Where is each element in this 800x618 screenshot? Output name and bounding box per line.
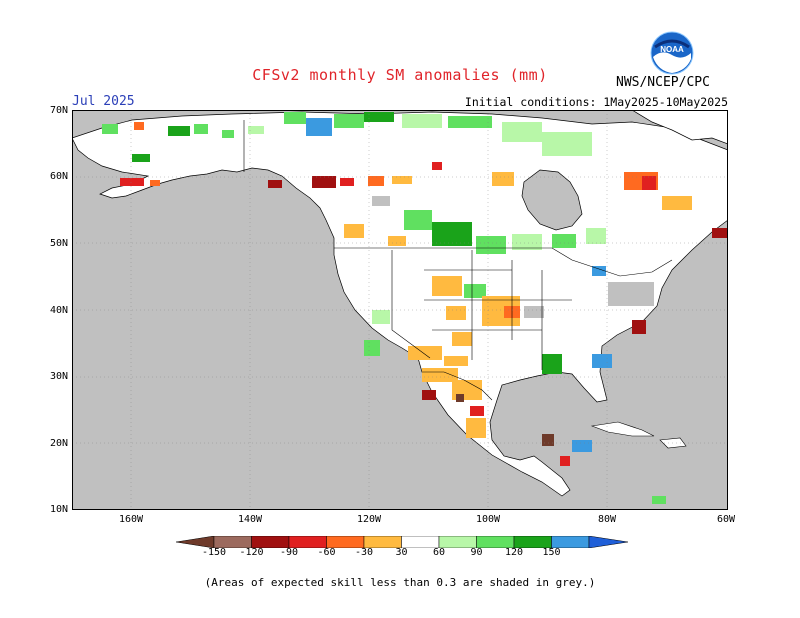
colorbar-label: 60	[432, 547, 446, 558]
lat-label: 30N	[49, 371, 68, 382]
lon-label: 60W	[716, 514, 736, 525]
colorbar-max-arrow	[588, 536, 628, 548]
lat-label: 60N	[49, 171, 68, 182]
colorbar-label: -30	[354, 547, 374, 558]
lon-label: 80W	[597, 514, 617, 525]
lon-label: 120W	[356, 514, 382, 525]
colorbar-label: -150	[201, 547, 227, 558]
organization-label: NWS/NCEP/CPC	[616, 75, 710, 90]
colorbar-label: -90	[279, 547, 299, 558]
colorbar	[176, 536, 628, 548]
forecast-month: Jul 2025	[72, 94, 135, 109]
anomaly-cells	[102, 112, 728, 508]
hudson-bay	[521, 169, 583, 231]
greenland	[631, 110, 728, 145]
chart-title: CFSv2 monthly SM anomalies (mm)	[252, 66, 548, 84]
lon-label: 100W	[475, 514, 501, 525]
lat-label: 50N	[49, 238, 68, 249]
map-frame	[72, 110, 728, 510]
lon-label: 140W	[237, 514, 263, 525]
colorbar-label: 120	[504, 547, 524, 558]
lat-label: 70N	[49, 105, 68, 116]
anomaly-map	[72, 110, 728, 510]
hispaniola	[659, 437, 687, 449]
colorbar-label: 150	[542, 547, 561, 558]
lat-label: 10N	[49, 504, 68, 515]
noaa-logo-icon: NOAA	[650, 31, 694, 75]
initial-conditions: Initial conditions: 1May2025-10May2025	[464, 95, 728, 109]
lon-label: 160W	[118, 514, 144, 525]
skill-footnote: (Areas of expected skill less than 0.3 a…	[204, 576, 596, 589]
svg-text:NOAA: NOAA	[660, 45, 684, 54]
lat-label: 40N	[49, 305, 68, 316]
cuba	[590, 421, 655, 437]
colorbar-label: 90	[470, 547, 483, 558]
lat-label: 20N	[49, 438, 68, 449]
colorbar-label: -120	[239, 547, 264, 558]
colorbar-label: -60	[317, 547, 336, 558]
graticule	[72, 110, 728, 510]
political-borders	[243, 120, 673, 401]
colorbar-label: 30	[395, 547, 408, 558]
